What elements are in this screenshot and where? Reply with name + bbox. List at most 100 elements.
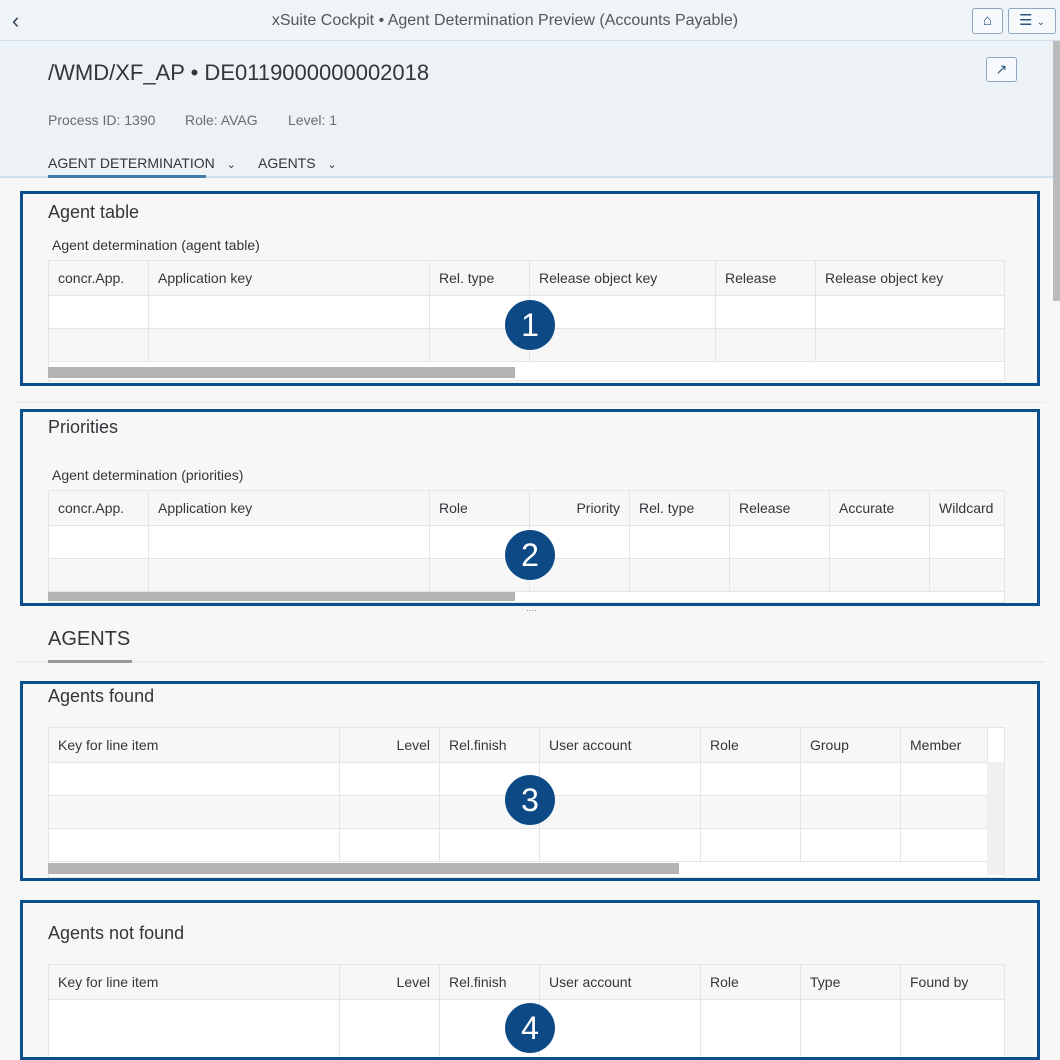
heading-underline bbox=[48, 660, 132, 663]
process-id: Process ID: 1390 bbox=[48, 112, 156, 128]
table-cell[interactable] bbox=[801, 763, 901, 796]
column-header[interactable]: Level bbox=[340, 728, 440, 763]
vertical-scrollbar[interactable] bbox=[987, 762, 1004, 875]
column-header[interactable]: Rel.finish bbox=[440, 965, 540, 1000]
table-cell[interactable] bbox=[149, 329, 430, 362]
tab-underline bbox=[48, 175, 206, 178]
column-header[interactable]: Key for line item bbox=[49, 965, 340, 1000]
callout-badge-2: 2 bbox=[505, 530, 555, 580]
column-header[interactable]: Release object key bbox=[816, 261, 1005, 296]
section-title-agents-found: Agents found bbox=[48, 686, 155, 706]
column-header[interactable]: Priority bbox=[530, 491, 630, 526]
table-cell[interactable] bbox=[540, 796, 701, 829]
table-cell[interactable] bbox=[49, 296, 149, 329]
table-cell[interactable] bbox=[816, 329, 1005, 362]
section-title-priorities: Priorities bbox=[48, 417, 119, 437]
level: Level: 1 bbox=[288, 112, 338, 128]
table-cell[interactable] bbox=[530, 329, 716, 362]
table-cell[interactable] bbox=[49, 796, 340, 829]
table-cell[interactable] bbox=[340, 796, 440, 829]
divider bbox=[15, 402, 1045, 403]
object-header bbox=[0, 41, 1053, 178]
horizontal-scrollbar[interactable] bbox=[48, 592, 515, 601]
table-cell[interactable] bbox=[901, 796, 988, 829]
column-header[interactable]: Role bbox=[701, 728, 801, 763]
column-header[interactable]: Level bbox=[340, 965, 440, 1000]
horizontal-scrollbar[interactable] bbox=[48, 367, 515, 378]
column-header[interactable]: Role bbox=[701, 965, 801, 1000]
table-cell[interactable] bbox=[49, 829, 340, 862]
column-header[interactable]: Release bbox=[716, 261, 816, 296]
chevron-left-icon[interactable]: ‹ bbox=[12, 8, 20, 33]
hamburger-menu-icon[interactable]: ☰ ⌄ bbox=[1008, 8, 1056, 34]
column-header[interactable]: Application key bbox=[149, 261, 430, 296]
column-header[interactable]: concr.App. bbox=[49, 491, 149, 526]
column-header[interactable]: Role bbox=[430, 491, 530, 526]
table-cell[interactable] bbox=[701, 829, 801, 862]
table-title: Agent determination (agent table) bbox=[52, 237, 260, 253]
column-header[interactable]: Rel. type bbox=[630, 491, 730, 526]
table-cell[interactable] bbox=[701, 796, 801, 829]
role: Role: AVAG bbox=[185, 112, 258, 128]
table-cell[interactable] bbox=[730, 526, 830, 559]
table-cell[interactable] bbox=[930, 526, 1005, 559]
page-title: /WMD/XF_AP • DE0119000000002018 bbox=[48, 60, 430, 85]
table-cell[interactable] bbox=[816, 296, 1005, 329]
section-title-agent-table: Agent table bbox=[48, 202, 140, 222]
home-icon[interactable]: ⌂ bbox=[972, 8, 1003, 34]
table-cell[interactable] bbox=[630, 526, 730, 559]
column-header[interactable]: Rel.finish bbox=[440, 728, 540, 763]
table-cell[interactable] bbox=[49, 763, 340, 796]
column-header[interactable]: Group bbox=[801, 728, 901, 763]
table-cell[interactable] bbox=[49, 329, 149, 362]
table-cell[interactable] bbox=[340, 829, 440, 862]
column-header[interactable]: Accurate bbox=[830, 491, 930, 526]
column-header[interactable]: Key for line item bbox=[49, 728, 340, 763]
tab-label: AGENTS bbox=[258, 155, 316, 171]
table-cell[interactable] bbox=[149, 559, 430, 592]
table-cell[interactable] bbox=[530, 526, 630, 559]
table-cell[interactable] bbox=[801, 829, 901, 862]
table-cell[interactable] bbox=[830, 526, 930, 559]
table-cell[interactable] bbox=[730, 559, 830, 592]
callout-badge-1: 1 bbox=[505, 300, 555, 350]
table-cell[interactable] bbox=[930, 559, 1005, 592]
resize-handle[interactable]: ···· bbox=[526, 606, 537, 615]
table-title: Agent determination (priorities) bbox=[52, 467, 244, 483]
table-cell[interactable] bbox=[440, 829, 540, 862]
column-header[interactable]: Release bbox=[730, 491, 830, 526]
table-cell[interactable] bbox=[830, 559, 930, 592]
table-cell[interactable] bbox=[540, 829, 701, 862]
app-title: xSuite Cockpit • Agent Determination Pre… bbox=[271, 12, 739, 29]
table-cell[interactable] bbox=[540, 763, 701, 796]
column-header[interactable]: Rel. type bbox=[430, 261, 530, 296]
column-header[interactable]: Found by bbox=[901, 965, 1005, 1000]
tab-agent-determination[interactable]: AGENT DETERMINATION ⌄ bbox=[48, 155, 236, 171]
column-header[interactable]: User account bbox=[540, 965, 701, 1000]
column-header[interactable]: User account bbox=[540, 728, 701, 763]
column-header[interactable]: Member bbox=[901, 728, 988, 763]
table-cell[interactable] bbox=[149, 526, 430, 559]
shell-bar bbox=[0, 0, 1060, 41]
table-cell[interactable] bbox=[49, 526, 149, 559]
column-header[interactable]: Type bbox=[801, 965, 901, 1000]
table-cell[interactable] bbox=[340, 763, 440, 796]
table-cell[interactable] bbox=[701, 763, 801, 796]
tab-agents[interactable]: AGENTS ⌄ bbox=[258, 155, 337, 171]
column-header[interactable]: Application key bbox=[149, 491, 430, 526]
table-cell[interactable] bbox=[49, 559, 149, 592]
column-header[interactable]: Release object key bbox=[530, 261, 716, 296]
table-cell[interactable] bbox=[630, 559, 730, 592]
table-cell[interactable] bbox=[149, 296, 430, 329]
table-cell[interactable] bbox=[716, 329, 816, 362]
page-scrollbar[interactable] bbox=[1053, 41, 1060, 301]
table-cell[interactable] bbox=[801, 796, 901, 829]
column-header[interactable]: Wildcard bbox=[930, 491, 1005, 526]
share-icon[interactable]: ↗ bbox=[986, 57, 1017, 82]
column-header[interactable]: concr.App. bbox=[49, 261, 149, 296]
tab-label: AGENT DETERMINATION bbox=[48, 155, 215, 171]
table-cell[interactable] bbox=[716, 296, 816, 329]
horizontal-scrollbar[interactable] bbox=[48, 863, 679, 874]
callout-badge-3: 3 bbox=[505, 775, 555, 825]
table-cell[interactable] bbox=[530, 296, 716, 329]
